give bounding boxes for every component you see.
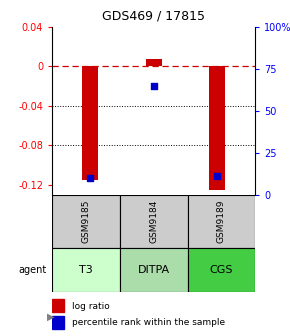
Bar — [120, 249, 188, 292]
Bar — [146, 58, 162, 67]
Bar — [188, 195, 255, 249]
Point — [215, 174, 220, 179]
Bar — [209, 67, 225, 190]
Text: CGS: CGS — [210, 265, 233, 276]
Text: GSM9189: GSM9189 — [217, 200, 226, 243]
Bar — [52, 195, 120, 249]
Bar — [52, 249, 120, 292]
Text: T3: T3 — [79, 265, 93, 276]
Text: GSM9185: GSM9185 — [81, 200, 90, 243]
Text: agent: agent — [18, 265, 46, 276]
Text: DITPA: DITPA — [138, 265, 170, 276]
Text: ▶: ▶ — [47, 311, 55, 322]
Text: log ratio: log ratio — [72, 301, 110, 310]
Bar — [120, 195, 188, 249]
Point — [88, 175, 93, 181]
Bar — [52, 316, 64, 329]
Text: percentile rank within the sample: percentile rank within the sample — [72, 318, 226, 327]
Point — [151, 83, 156, 88]
Bar — [52, 299, 64, 312]
Bar — [82, 67, 98, 180]
Bar — [188, 249, 255, 292]
Text: GSM9184: GSM9184 — [149, 200, 158, 243]
Title: GDS469 / 17815: GDS469 / 17815 — [102, 10, 205, 23]
